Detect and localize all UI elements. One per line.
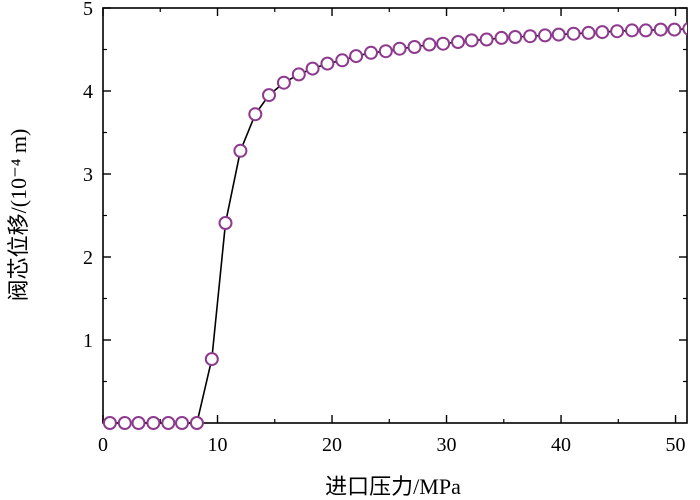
series-group bbox=[102, 22, 687, 430]
data-point bbox=[436, 36, 451, 51]
data-point bbox=[233, 143, 248, 158]
data-point bbox=[551, 27, 566, 42]
y-tick-label: 1 bbox=[83, 330, 93, 352]
data-point bbox=[378, 44, 393, 59]
data-point bbox=[638, 23, 653, 38]
data-point bbox=[349, 49, 364, 64]
x-tick-label: 0 bbox=[98, 434, 108, 456]
plot-area: 0 10 20 30 40 50 1 2 3 4 5 bbox=[83, 0, 688, 456]
x-tick-label: 40 bbox=[551, 434, 571, 456]
x-tick-label: 20 bbox=[322, 434, 342, 456]
data-point bbox=[320, 56, 335, 71]
x-axis-label: 进口压力/MPa bbox=[325, 474, 461, 499]
data-point bbox=[479, 32, 494, 47]
data-point bbox=[161, 416, 176, 430]
data-point bbox=[117, 416, 132, 430]
plot-frame bbox=[102, 7, 688, 424]
data-point bbox=[682, 22, 687, 36]
data-point bbox=[291, 67, 306, 82]
data-point bbox=[364, 45, 378, 60]
data-point bbox=[204, 352, 219, 367]
data-point bbox=[464, 33, 479, 48]
data-point bbox=[451, 35, 465, 49]
data-point bbox=[335, 53, 350, 68]
x-tick-label: 30 bbox=[437, 434, 457, 456]
data-point bbox=[538, 28, 552, 43]
data-point bbox=[653, 22, 668, 37]
y-tick-label: 3 bbox=[83, 164, 93, 186]
data-point bbox=[305, 61, 320, 76]
data-point bbox=[175, 416, 189, 430]
data-point bbox=[189, 416, 204, 430]
data-point bbox=[566, 26, 581, 41]
data-point bbox=[595, 25, 610, 40]
data-point bbox=[407, 40, 422, 54]
y-tick-label: 2 bbox=[83, 247, 93, 269]
y-axis-label: 阀芯位移/(10⁻⁴ m) bbox=[6, 129, 31, 302]
data-point bbox=[508, 30, 523, 44]
x-tick-label: 10 bbox=[208, 434, 228, 456]
data-point bbox=[276, 75, 291, 90]
data-point bbox=[625, 23, 639, 38]
data-point bbox=[494, 30, 509, 45]
data-point bbox=[262, 88, 276, 103]
x-tick-label: 50 bbox=[666, 434, 686, 456]
data-point bbox=[131, 416, 146, 430]
y-tick-label: 5 bbox=[83, 0, 93, 20]
data-point bbox=[422, 37, 437, 52]
y-tick-label: 4 bbox=[83, 81, 93, 103]
data-point bbox=[248, 107, 263, 122]
data-point bbox=[667, 22, 682, 37]
data-point bbox=[523, 29, 538, 44]
data-point bbox=[610, 24, 625, 39]
data-point bbox=[218, 216, 233, 230]
data-point bbox=[102, 416, 117, 430]
data-point bbox=[146, 416, 161, 430]
series-line bbox=[109, 28, 687, 424]
data-point bbox=[392, 41, 407, 56]
data-point bbox=[581, 25, 596, 40]
